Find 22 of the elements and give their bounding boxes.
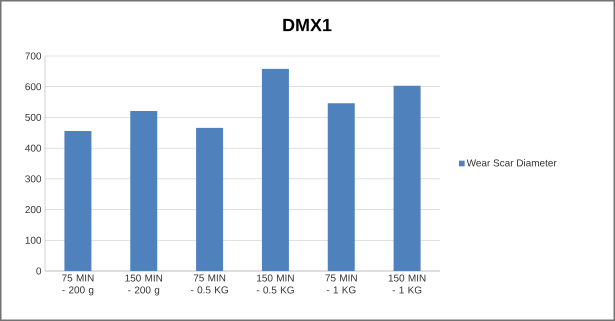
- y-tick-label: 600: [25, 83, 42, 90]
- bar: [64, 130, 92, 271]
- legend-label: Wear Scar Diameter: [466, 159, 557, 166]
- bar: [394, 86, 421, 271]
- bar: [196, 128, 224, 271]
- x-tick-label: 150 MIN - 0.5 KG: [256, 274, 294, 294]
- y-tick-label: 200: [25, 206, 42, 214]
- y-tick-label: 500: [25, 114, 42, 121]
- x-tick-label: 150 MIN - 200 g: [125, 274, 162, 296]
- x-tick-label: 150 MIN - 1 KG: [388, 274, 426, 294]
- y-tick-label: 0: [36, 267, 42, 275]
- chart-title: DMX1: [283, 18, 332, 32]
- y-tick-label: 100: [26, 236, 42, 244]
- bar: [262, 68, 289, 271]
- y-tick-label: 300: [25, 175, 42, 182]
- bar: [328, 103, 355, 271]
- x-tick-label: 75 MIN - 1 KG: [325, 274, 357, 294]
- y-tick-label: 700: [25, 52, 42, 60]
- bar: [130, 110, 158, 271]
- x-tick-label: 75 MIN - 0.5 KG: [190, 274, 228, 294]
- x-tick-label: 75 MIN - 200 g: [62, 274, 94, 296]
- y-tick-label: 400: [25, 144, 42, 152]
